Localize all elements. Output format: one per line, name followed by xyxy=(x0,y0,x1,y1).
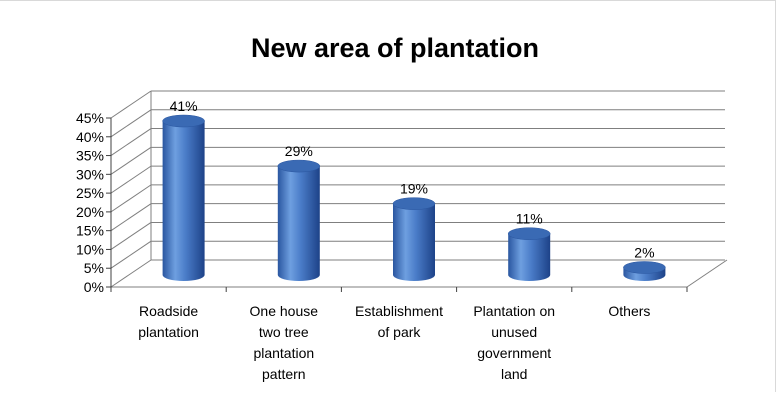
x-category-label: One house two tree plantation pattern xyxy=(250,303,319,382)
bar: 29% xyxy=(277,143,321,281)
bar: 2% xyxy=(623,244,666,281)
y-tick-label: 45% xyxy=(76,110,104,126)
gridline-diagonal xyxy=(110,109,152,138)
bar-top xyxy=(507,227,551,240)
y-tick-label: 15% xyxy=(76,223,104,239)
gridline-diagonal xyxy=(110,240,152,269)
bar-top xyxy=(277,159,321,173)
bar-top xyxy=(392,197,436,210)
bar: 41% xyxy=(162,98,205,282)
y-tick-label: 5% xyxy=(84,260,104,276)
x-category-label: Plantation on unused government land xyxy=(473,303,555,382)
x-category-label: Establishment of park xyxy=(355,303,443,340)
x-axis: Roadside plantation One house two tree plant… xyxy=(110,287,688,382)
y-tick-label: 20% xyxy=(76,204,104,220)
bar: 19% xyxy=(392,181,436,281)
gridline-diagonal xyxy=(110,259,152,288)
gridline-diagonal xyxy=(110,184,152,213)
y-axis: 0% 5% 10% 15% 20% 25% 30% 35% 40% 45% xyxy=(76,110,112,295)
y-tick-label: 10% xyxy=(76,241,104,257)
bar-body xyxy=(162,121,205,282)
x-category-label: Roadside plantation xyxy=(138,303,199,340)
gridline-diagonal xyxy=(110,90,152,119)
y-tick-label: 40% xyxy=(76,129,104,145)
chart-walls xyxy=(110,90,728,288)
gridline-diagonal xyxy=(110,128,152,156)
gridline-diagonal xyxy=(110,222,152,250)
y-tick-label: 0% xyxy=(84,279,104,295)
bar-body xyxy=(393,203,435,281)
bars: 41% 29% 19% 11% 2% xyxy=(162,98,666,282)
data-label: 2% xyxy=(634,244,654,260)
bar-body xyxy=(277,166,320,281)
data-label: 11% xyxy=(516,211,543,227)
x-category-label: Others xyxy=(608,303,650,319)
data-label: 41% xyxy=(170,98,198,114)
gridline-diagonal xyxy=(110,146,152,175)
data-label: 29% xyxy=(285,143,313,159)
gridline-diagonal xyxy=(110,165,152,194)
chart-title: New area of plantation xyxy=(251,33,539,63)
gridline-diagonal xyxy=(110,203,152,232)
bar-top xyxy=(623,261,666,274)
data-label: 19% xyxy=(400,181,428,197)
y-tick-label: 25% xyxy=(76,185,104,201)
bar: 11% xyxy=(507,211,551,281)
floor-right-edge xyxy=(686,259,728,288)
y-tick-label: 35% xyxy=(76,148,104,164)
bar-body xyxy=(508,233,551,281)
bar-top xyxy=(162,114,205,128)
y-tick-label: 30% xyxy=(76,166,104,182)
